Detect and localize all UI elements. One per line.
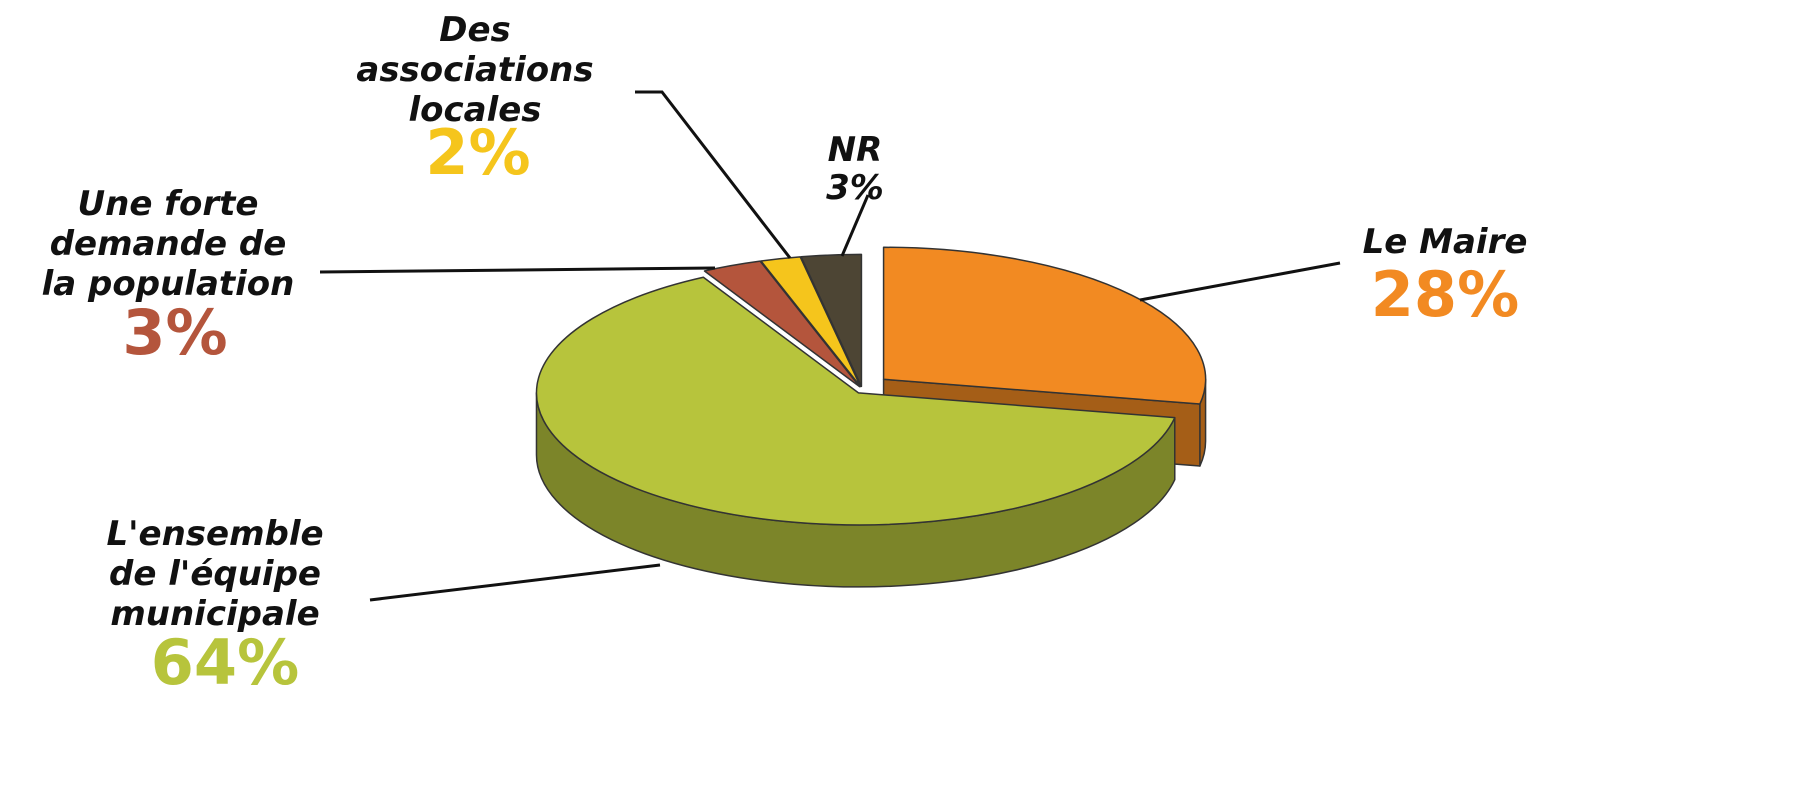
value-label: 28%	[1370, 258, 1520, 331]
slice-label: Le Maire	[1362, 222, 1528, 262]
value-label: 2%	[425, 116, 531, 189]
value-label: 3%	[826, 168, 884, 208]
slice	[703, 260, 861, 388]
leader-line	[1139, 261, 1341, 302]
value-label: 64%	[150, 626, 300, 699]
leader-line	[840, 194, 870, 257]
slice-label: Une forte demande de la population	[41, 184, 295, 304]
slice	[800, 253, 863, 388]
slice-label: NR	[827, 130, 883, 170]
pie	[535, 246, 1207, 588]
slice-label: L'ensemble de l'équipe municipale	[106, 514, 324, 634]
value-label: 3%	[122, 296, 228, 369]
leader-line	[319, 266, 716, 274]
leader-lines	[319, 90, 1341, 602]
slice	[760, 256, 862, 388]
leader-line	[635, 90, 792, 259]
leader-line	[369, 563, 661, 602]
slice	[535, 276, 1176, 526]
slice	[882, 246, 1207, 405]
slice-label: Des associations locales	[356, 10, 594, 130]
